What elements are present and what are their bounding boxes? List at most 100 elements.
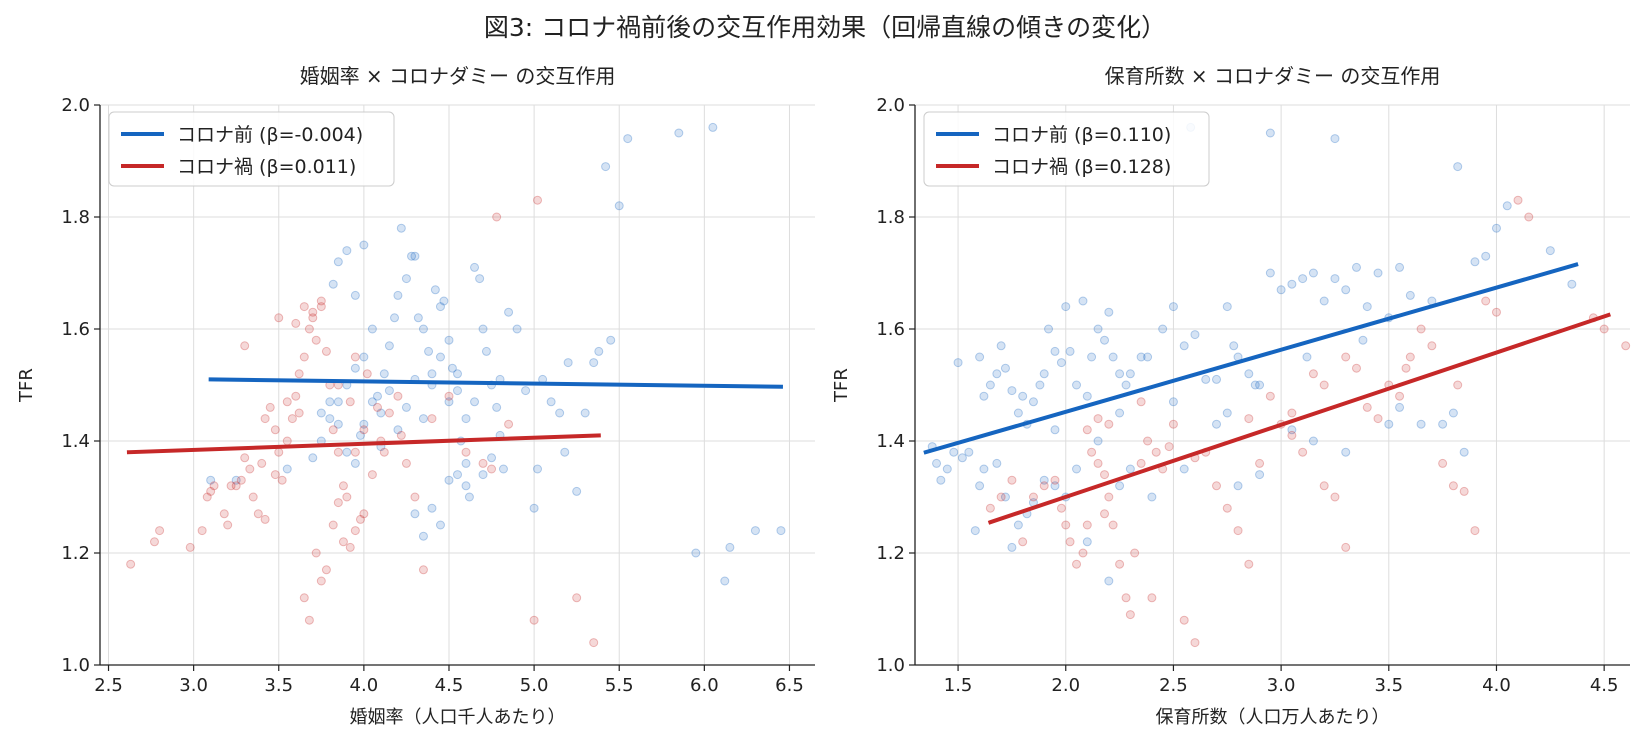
panel-2-series-1-point-7 [985, 380, 995, 390]
panel-1-series-1-point-97 [427, 369, 437, 379]
panel-2-series-1-point-54 [1341, 285, 1351, 295]
panel-1-series-1-point-89 [461, 414, 471, 424]
panel-1-series-1-point-44 [492, 402, 502, 412]
panel-1-series-2-point-72 [533, 195, 543, 205]
panel-1-series-1-point-11 [333, 257, 343, 267]
panel-1-series-2-point-47 [311, 548, 321, 558]
panel-2-series-2-point-15 [1104, 492, 1114, 502]
panel-1-series-1-point-23 [401, 274, 411, 284]
panel-2-series-1-point-90 [1104, 576, 1114, 586]
panel-1-series-1-point-75 [435, 520, 445, 530]
panel-1-series-1-point-47 [504, 307, 514, 317]
panel-2-series-2-point-20 [1130, 548, 1140, 558]
panel-2-series-2-point-70 [1341, 352, 1351, 362]
panel-1-series-2-point-35 [333, 447, 343, 457]
panel-2-series-2-point-4 [1028, 492, 1038, 502]
panel-2-series-2-point-54 [1470, 526, 1480, 536]
panel-2-series-2-point-56 [1491, 307, 1501, 317]
panel-2-series-2-point-30 [1212, 481, 1222, 491]
panel-1-series-1-point-3 [308, 453, 318, 463]
panel-1-series-1-point-20 [390, 313, 400, 323]
panel-2-series-1-point-72 [1265, 128, 1275, 138]
panel-1-series-2-point-57 [367, 470, 377, 480]
panel-1-series-2-point-39 [274, 313, 284, 323]
panel-2-series-1-point-81 [1013, 520, 1023, 530]
panel-2-legend-label-2: コロナ禍 (β=0.128) [992, 156, 1171, 178]
panel-2-series-1-point-66 [1481, 251, 1491, 261]
panel-2-series-1-point-38 [1179, 341, 1189, 351]
panel-1-series-1-point-57 [572, 486, 582, 496]
panel-2-series-2-point-63 [1104, 419, 1114, 429]
panel-1-series-1-point-19 [384, 341, 394, 351]
panel-2-series-1-point-28 [1100, 335, 1110, 345]
panel-2-series-2-point-47 [1395, 391, 1405, 401]
panel-2-series-1-point-57 [1373, 268, 1383, 278]
panel-1-series-1-point-73 [418, 531, 428, 541]
panel-2-series-2-point-39 [1308, 369, 1318, 379]
panel-2-series-2-point-44 [1362, 402, 1372, 412]
panel-2-series-1-point-33 [1125, 369, 1135, 379]
panel-1-series-2-point-7 [209, 481, 219, 491]
panel-2-series-1-point-94 [1179, 464, 1189, 474]
panel-2-series-1-point-73 [1330, 134, 1340, 144]
panel-2-series-1-point-92 [1125, 464, 1135, 474]
panel-2-series-2-point-64 [1136, 397, 1146, 407]
panel-1-y-tick-label-3: 1.6 [61, 319, 90, 340]
panel-2-series-2-point-48 [1405, 352, 1415, 362]
panel-2-series-1-point-59 [1395, 262, 1405, 272]
panel-2-series-1-point-17 [1039, 369, 1049, 379]
panel-2-series-1-point-62 [1438, 419, 1448, 429]
panel-2-series-2-point-58 [1524, 212, 1534, 222]
panel-2-series-1-point-8 [992, 369, 1002, 379]
panel-1-series-2-point-21 [274, 447, 284, 457]
panel-1-series-2-point-59 [384, 408, 394, 418]
panel-1-series-2-point-1 [149, 537, 159, 547]
panel-1-series-2-point-14 [245, 464, 255, 474]
panel-2-x-tick-label-4: 3.5 [1374, 675, 1403, 696]
panel-1-x-tick-label-2: 3.5 [264, 675, 293, 696]
panel-2-series-1-point-55 [1351, 262, 1361, 272]
panel-2-series-1-point-20 [1056, 358, 1066, 368]
panel-1-series-2-point-8 [219, 509, 229, 519]
panel-2-series-1-point-91 [1115, 481, 1125, 491]
panel-1-series-1-point-69 [720, 576, 730, 586]
panel-1-x-tick-label-6: 5.5 [605, 675, 634, 696]
panel-1-series-2-point-43 [316, 296, 326, 306]
panel-1-series-2-point-17 [257, 458, 267, 468]
panel-1-series-1-point-61 [601, 162, 611, 172]
panel-1-series-1-point-18 [379, 369, 389, 379]
panel-1-legend-label-1: コロナ前 (β=-0.004) [177, 124, 363, 146]
panel-2-series-1-point-68 [1502, 201, 1512, 211]
panel-1-series-2-point-69 [487, 464, 497, 474]
panel-2-series-2-point-41 [1330, 492, 1340, 502]
panel-1-series-1-point-38 [464, 492, 474, 502]
panel-1-series-1-point-12 [342, 246, 352, 256]
panel-1-series-1-point-66 [708, 122, 718, 132]
panel-1-series-1-point-54 [555, 408, 565, 418]
panel-1-series-2-point-86 [379, 447, 389, 457]
panel-2-series-1-point-104 [949, 447, 959, 457]
panel-1-series-2-point-30 [311, 335, 321, 345]
panel-1-series-2-point-37 [342, 492, 352, 502]
panel-2-series-1-point-106 [975, 481, 985, 491]
panel-1-series-2-point-74 [589, 638, 599, 648]
panel-2-series-1-point-27 [1093, 324, 1103, 334]
panel-2-series-1-point-98 [1287, 425, 1297, 435]
panel-1-series-1-point-96 [418, 414, 428, 424]
panel-2-series-2-point-35 [1265, 391, 1275, 401]
panel-1-series-1-point-68 [725, 542, 735, 552]
panel-1-series-2-point-53 [345, 542, 355, 552]
panel-1-series-1-point-98 [444, 397, 454, 407]
panel-1-series-1-point-9 [359, 352, 369, 362]
panel-2-x-label: 保育所数（人口万人あたり） [1156, 707, 1390, 728]
panel-2-series-1-point-105 [936, 475, 946, 485]
panel-2-series-1-point-42 [1222, 302, 1232, 312]
panel-1-x-tick-label-5: 5.0 [520, 675, 549, 696]
panel-2-series-1-point-75 [957, 453, 967, 463]
panel-1-series-1-point-10 [328, 279, 338, 289]
panel-1-series-1-point-35 [453, 386, 462, 396]
panel-2-series-1-point-113 [1358, 335, 1368, 345]
panel-1-series-1-point-42 [481, 346, 491, 356]
panel-1-series-2-point-20 [270, 425, 280, 435]
panel-1-series-2-point-23 [282, 436, 292, 446]
